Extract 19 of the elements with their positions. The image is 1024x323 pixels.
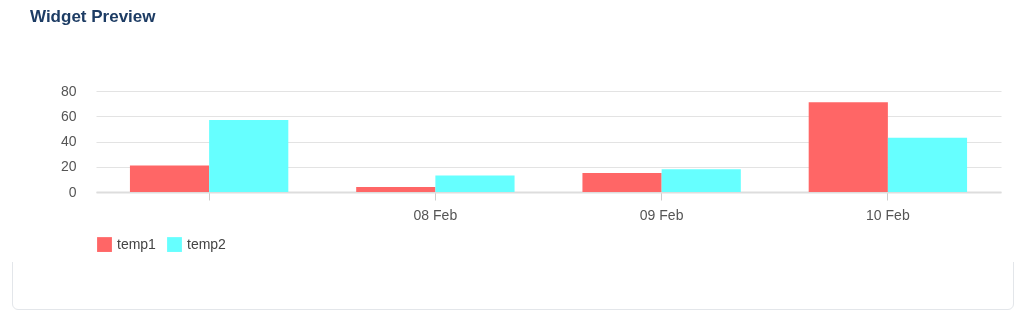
x-tick-label: 10 Feb	[866, 206, 910, 223]
y-tick-label: 0	[68, 183, 77, 200]
bar	[887, 137, 968, 192]
legend-label: temp1	[117, 235, 157, 252]
bar	[129, 165, 210, 192]
bar	[661, 169, 741, 192]
x-tick-label: 08 Feb	[413, 206, 458, 223]
x-tick-label: 09 Feb	[639, 206, 684, 223]
y-tick-label: 20	[60, 158, 77, 175]
y-tick-label: 60	[60, 107, 77, 124]
bar	[209, 120, 289, 192]
chart-title: Widget Preview	[30, 7, 157, 26]
y-tick-label: 80	[60, 82, 77, 99]
bar	[356, 186, 436, 192]
bar	[808, 102, 888, 192]
y-tick-label: 40	[60, 133, 77, 149]
legend-label: temp2	[187, 235, 227, 252]
bar	[435, 175, 515, 192]
bar	[582, 173, 662, 192]
